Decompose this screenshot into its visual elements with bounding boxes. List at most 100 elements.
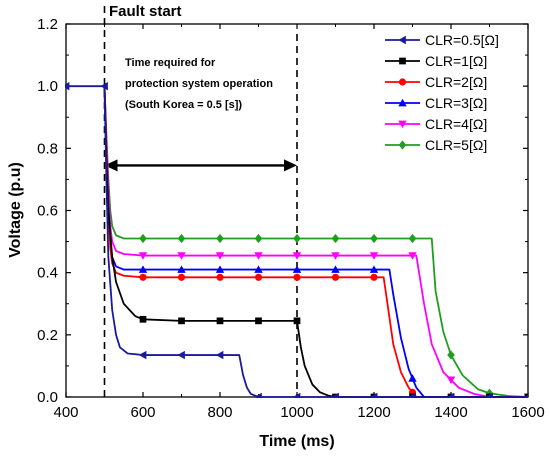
y-tick-label: 0.6	[37, 203, 58, 220]
arrow-head-right	[284, 159, 297, 172]
data-point	[177, 233, 186, 244]
annotations: Fault start Time required for protection…	[103, 3, 298, 397]
data-point	[177, 265, 186, 273]
legend-item: CLR=3[Ω]	[385, 95, 487, 111]
data-point	[370, 273, 378, 281]
data-point	[446, 392, 455, 398]
data-point	[177, 273, 186, 281]
data-point	[177, 252, 186, 260]
time-required-label-2: protection system operation	[125, 78, 273, 90]
series-line	[103, 86, 528, 398]
legend-label: CLR=2[Ω]	[425, 74, 487, 90]
x-tick-label: 1400	[434, 404, 467, 421]
legend-item: CLR=0.5[Ω]	[385, 32, 499, 48]
series-line	[103, 86, 528, 398]
data-point	[255, 317, 262, 325]
legend: CLR=0.5[Ω] CLR=1[Ω] CLR=2[Ω] CLR=3[Ω] CLR=4[…	[385, 32, 499, 153]
x-tick-label: 1600	[511, 404, 544, 421]
data-point	[331, 273, 340, 281]
series-CLR=1[Ω]	[103, 86, 528, 398]
data-point	[215, 265, 225, 273]
legend-item: CLR=5[Ω]	[385, 137, 487, 153]
data-point	[139, 273, 147, 281]
data-point	[293, 233, 301, 244]
data-point	[331, 233, 340, 244]
series-line	[103, 86, 528, 398]
series-CLR=2[Ω]	[103, 86, 528, 398]
data-point	[331, 252, 340, 260]
series-CLR=0.5[Ω]	[65, 81, 528, 398]
y-tick-label: 0.8	[37, 140, 58, 157]
data-point	[447, 350, 455, 360]
data-point	[370, 233, 378, 244]
data-point	[293, 317, 301, 325]
series-CLR=4[Ω]	[103, 86, 528, 398]
legend-marker	[398, 120, 407, 129]
legend-label: CLR=0.5[Ω]	[425, 32, 499, 48]
fault-start-label: Fault start	[109, 3, 182, 20]
data-point	[369, 392, 378, 398]
y-tick-label: 1.0	[37, 78, 58, 95]
x-tick-label: 1200	[357, 404, 390, 421]
time-required-label-3: (South Korea = 0.5 [s])	[125, 99, 242, 111]
arrow-head-left	[104, 159, 118, 172]
series-line	[66, 85, 528, 398]
x-tick-label: 800	[207, 404, 232, 421]
data-point	[138, 265, 148, 273]
legend-marker	[398, 98, 407, 107]
data-point	[65, 81, 70, 91]
data-point	[408, 374, 417, 382]
data-point	[523, 394, 528, 398]
x-tick-label: 1000	[280, 404, 313, 421]
y-axis-ticks: 0.0 0.2 0.4 0.6 0.8 1.0 1.2	[37, 16, 528, 406]
data-point	[138, 350, 147, 360]
legend-label: CLR=3[Ω]	[425, 95, 487, 111]
data-point	[100, 81, 108, 91]
data-point	[408, 392, 416, 398]
data-point	[369, 265, 379, 273]
data-point	[331, 265, 340, 273]
data-point	[138, 252, 148, 260]
data-point	[216, 317, 224, 325]
data-point	[216, 273, 224, 281]
data-point	[254, 252, 263, 260]
legend-label: CLR=1[Ω]	[425, 53, 487, 69]
series-line	[103, 86, 528, 398]
data-point	[369, 252, 379, 260]
data-point	[139, 233, 147, 244]
data-point	[254, 233, 263, 244]
legend-marker	[399, 57, 406, 65]
data-point	[139, 315, 147, 323]
legend-item: CLR=1[Ω]	[385, 53, 487, 69]
data-point	[485, 392, 493, 398]
series-line	[103, 86, 528, 398]
series-layer	[65, 81, 528, 398]
y-tick-label: 0.0	[37, 389, 58, 406]
legend-label: CLR=5[Ω]	[425, 137, 487, 153]
data-point	[292, 252, 302, 260]
legend-marker	[398, 140, 407, 150]
y-axis-title: Voltage (p.u)	[7, 162, 24, 258]
data-point	[254, 265, 263, 273]
legend-item: CLR=4[Ω]	[385, 116, 487, 132]
data-point	[216, 233, 224, 244]
data-point	[408, 252, 417, 260]
data-point	[178, 317, 185, 325]
data-point	[215, 252, 225, 260]
data-point	[292, 265, 302, 273]
data-point	[254, 273, 263, 281]
data-point	[292, 392, 301, 398]
legend-label: CLR=4[Ω]	[425, 116, 487, 132]
data-point	[215, 350, 224, 360]
y-tick-label: 0.4	[37, 265, 58, 282]
data-point	[177, 350, 185, 360]
data-point	[254, 392, 262, 398]
x-axis-ticks: 400 600 800 1000 1200 1400 1600	[53, 24, 545, 421]
data-point	[331, 392, 339, 398]
x-tick-label: 400	[53, 404, 78, 421]
time-required-label-1: Time required for	[125, 57, 216, 69]
y-tick-label: 1.2	[37, 16, 58, 33]
legend-item: CLR=2[Ω]	[385, 74, 487, 90]
x-axis-title: Time (ms)	[259, 433, 334, 450]
